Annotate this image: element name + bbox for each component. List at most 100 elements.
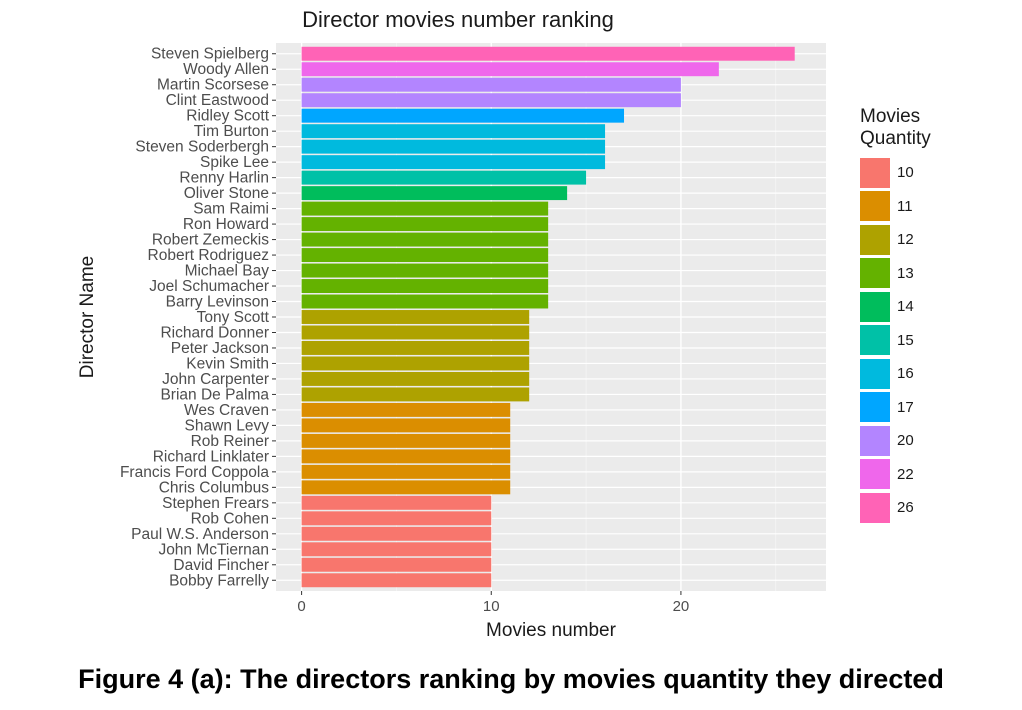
legend-swatch bbox=[860, 358, 890, 389]
x-tick-label: 10 bbox=[483, 598, 500, 615]
legend-label: 11 bbox=[897, 197, 913, 215]
y-tick-label: Tony Scott bbox=[197, 309, 270, 326]
legend-item: 22 bbox=[860, 458, 931, 492]
y-tick-label: Kevin Smith bbox=[186, 355, 269, 372]
legend-label: 10 bbox=[897, 164, 914, 182]
bar bbox=[301, 557, 492, 572]
y-tick-label: Oliver Stone bbox=[184, 185, 269, 202]
bar bbox=[301, 248, 549, 263]
bar bbox=[301, 387, 530, 402]
y-tick-label: Martin Scorsese bbox=[157, 77, 269, 94]
bar bbox=[301, 93, 681, 108]
legend-item: 10 bbox=[860, 156, 931, 190]
bar bbox=[301, 495, 492, 510]
bar bbox=[301, 310, 530, 324]
legend-title: Movies Quantity bbox=[860, 106, 931, 150]
bar bbox=[301, 511, 492, 526]
legend-title-line: Quantity bbox=[860, 128, 931, 149]
bars bbox=[301, 46, 795, 588]
legend-item: 17 bbox=[860, 391, 931, 425]
y-tick-label: Steven Soderbergh bbox=[135, 139, 269, 156]
bar bbox=[301, 217, 549, 232]
bar bbox=[301, 186, 568, 201]
bar bbox=[301, 542, 492, 557]
legend-item: 11 bbox=[860, 190, 931, 224]
x-tick-label: 20 bbox=[673, 598, 690, 615]
x-axis-title: Movies number bbox=[486, 620, 617, 641]
y-tick-label: Sam Raimi bbox=[193, 201, 269, 218]
y-tick-label: Spike Lee bbox=[200, 154, 269, 171]
y-tick-label: Brian De Palma bbox=[160, 386, 269, 403]
x-tick-label: 0 bbox=[297, 598, 305, 615]
figure-caption: Figure 4 (a): The directors ranking by m… bbox=[78, 664, 944, 694]
y-tick-label: Steven Spielberg bbox=[151, 46, 269, 63]
legend-swatch bbox=[860, 325, 890, 356]
legend-label: 14 bbox=[897, 298, 914, 316]
legend-label: 16 bbox=[897, 365, 914, 383]
bar bbox=[301, 325, 530, 340]
legend-swatch bbox=[860, 157, 890, 188]
y-tick-label: Rob Cohen bbox=[191, 510, 269, 527]
y-tick-label: John McTiernan bbox=[158, 541, 269, 558]
y-tick-label: Richard Donner bbox=[160, 324, 269, 341]
legend-label: 13 bbox=[897, 264, 914, 282]
legend-swatch bbox=[860, 224, 890, 255]
x-axis-tick-labels: 0 10 20 bbox=[297, 591, 689, 615]
y-tick-label: Barry Levinson bbox=[166, 294, 269, 311]
legend-swatch bbox=[860, 392, 890, 423]
y-tick-label: Peter Jackson bbox=[171, 340, 269, 357]
bar bbox=[301, 46, 795, 61]
y-tick-label: Ridley Scott bbox=[186, 108, 269, 125]
legend-swatch bbox=[860, 291, 890, 322]
bar bbox=[301, 232, 549, 247]
y-tick-label: Robert Rodriguez bbox=[148, 247, 269, 264]
bar bbox=[301, 402, 511, 417]
legend-item: 16 bbox=[860, 357, 931, 391]
y-tick-label: Francis Ford Coppola bbox=[120, 464, 269, 481]
bar bbox=[301, 480, 511, 495]
bar bbox=[301, 279, 549, 293]
y-tick-label: Stephen Frears bbox=[162, 495, 269, 512]
legend-item: 15 bbox=[860, 324, 931, 358]
bar bbox=[301, 526, 492, 541]
legend-swatch bbox=[860, 492, 890, 523]
bar bbox=[301, 356, 530, 371]
legend-label: 20 bbox=[897, 432, 914, 450]
y-tick-label: John Carpenter bbox=[162, 371, 269, 388]
bar-chart: Director movies number ranking Steven Sp… bbox=[77, 7, 826, 641]
y-tick-label: Renny Harlin bbox=[179, 170, 269, 187]
y-tick-label: Woody Allen bbox=[183, 61, 269, 78]
bar bbox=[301, 170, 587, 185]
legend-items: 10 11 12 13 14 15 16 17 20 22 26 bbox=[860, 156, 931, 525]
y-tick-label: Michael Bay bbox=[185, 263, 270, 280]
chart-title: Director movies number ranking bbox=[302, 7, 614, 32]
bar bbox=[301, 108, 625, 123]
legend-label: 26 bbox=[897, 499, 914, 517]
y-tick-label: David Fincher bbox=[173, 557, 269, 574]
y-tick-label: Shawn Levy bbox=[185, 417, 270, 434]
legend-swatch bbox=[860, 258, 890, 289]
bar bbox=[301, 341, 530, 355]
y-tick-label: Clint Eastwood bbox=[166, 92, 269, 109]
y-tick-label: Bobby Farrelly bbox=[169, 572, 269, 589]
y-tick-label: Tim Burton bbox=[194, 123, 269, 140]
legend-item: 12 bbox=[860, 223, 931, 257]
bar bbox=[301, 263, 549, 278]
bar bbox=[301, 139, 606, 154]
bar bbox=[301, 77, 681, 92]
legend-title-line: Movies bbox=[860, 106, 921, 127]
bar bbox=[301, 418, 511, 433]
bar bbox=[301, 433, 511, 448]
y-tick-label: Paul W.S. Anderson bbox=[131, 526, 269, 543]
legend-swatch bbox=[860, 459, 890, 490]
bar bbox=[301, 464, 511, 479]
bar bbox=[301, 449, 511, 464]
legend-swatch bbox=[860, 425, 890, 456]
y-tick-label: Robert Zemeckis bbox=[152, 232, 269, 249]
bar bbox=[301, 62, 719, 77]
y-tick-label: Rob Reiner bbox=[191, 433, 269, 450]
legend-item: 20 bbox=[860, 424, 931, 458]
legend-item: 13 bbox=[860, 257, 931, 291]
legend-swatch bbox=[860, 191, 890, 222]
